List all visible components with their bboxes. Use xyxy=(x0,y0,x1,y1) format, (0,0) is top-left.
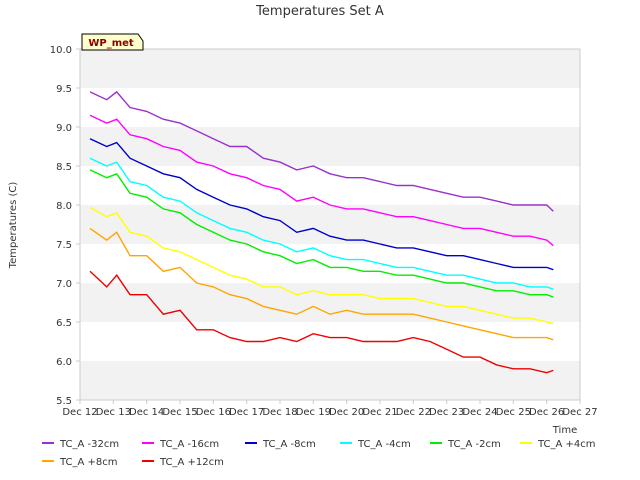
grid-band xyxy=(80,166,580,205)
x-tick-label: Dec 20 xyxy=(329,407,364,418)
x-tick-label: Dec 13 xyxy=(96,407,131,418)
legend-label: TC_A +8cm xyxy=(59,457,118,468)
series-line xyxy=(89,114,554,247)
x-tick-label: Dec 17 xyxy=(229,407,264,418)
y-tick-label: 6.5 xyxy=(56,318,72,329)
y-tick-label: 9.0 xyxy=(56,123,72,134)
badge-label: WP_met xyxy=(88,38,134,49)
x-tick-label: Dec 23 xyxy=(429,407,464,418)
x-axis-label: Time xyxy=(552,425,577,436)
y-tick-label: 10.0 xyxy=(50,45,72,56)
x-tick-label: Dec 16 xyxy=(196,407,231,418)
series-line xyxy=(89,169,554,298)
y-axis-label: Temperatures (C) xyxy=(8,182,19,270)
y-tick-label: 5.5 xyxy=(56,396,72,407)
legend-label: TC_A -32cm xyxy=(59,439,119,450)
wp-met-badge: WP_met xyxy=(81,33,144,51)
plot-background-bands xyxy=(80,49,580,400)
grid-band xyxy=(80,49,580,88)
grid-band xyxy=(80,88,580,127)
y-tick-label: 9.5 xyxy=(56,84,72,95)
chart-title: Temperatures Set A xyxy=(255,4,384,19)
y-tick-label: 7.5 xyxy=(56,240,72,251)
y-tick-label: 8.0 xyxy=(56,201,72,212)
x-tick-label: Dec 19 xyxy=(296,407,331,418)
grid-band xyxy=(80,205,580,244)
legend-label: TC_A -2cm xyxy=(447,439,501,450)
y-tick-label: 8.5 xyxy=(56,162,72,173)
legend-label: TC_A +12cm xyxy=(159,457,224,468)
series-line xyxy=(89,206,554,325)
x-tick-label: Dec 26 xyxy=(529,407,564,418)
series-lines xyxy=(89,90,554,374)
x-tick-label: Dec 12 xyxy=(62,407,97,418)
series-line xyxy=(89,157,554,290)
x-tick-label: Dec 21 xyxy=(362,407,397,418)
grid-band xyxy=(80,283,580,322)
legend-label: TC_A +4cm xyxy=(537,439,596,450)
legend-label: TC_A -16cm xyxy=(159,439,219,450)
x-tick-label: Dec 27 xyxy=(562,407,597,418)
badge-box xyxy=(81,33,144,51)
series-line xyxy=(89,270,554,374)
x-tick-label: Dec 14 xyxy=(129,407,164,418)
y-axis-ticks: 5.5 6.0 6.5 7.0 7.5 8.0 8.5 9.0 9.5 10.0 xyxy=(50,45,80,407)
x-tick-label: Dec 25 xyxy=(496,407,531,418)
plot-frame xyxy=(79,48,581,401)
grid-band xyxy=(80,127,580,166)
x-tick-label: Dec 18 xyxy=(262,407,297,418)
series-line xyxy=(89,138,554,271)
legend-label: TC_A -4cm xyxy=(357,439,411,450)
legend: TC_A -32cm TC_A -16cm TC_A -8cm TC_A -4cm TC… xyxy=(42,439,596,468)
series-line xyxy=(89,227,554,341)
x-tick-label: Dec 24 xyxy=(462,407,497,418)
grid-band xyxy=(80,361,580,400)
y-tick-label: 7.0 xyxy=(56,279,72,290)
x-tick-label: Dec 15 xyxy=(162,407,197,418)
legend-label: TC_A -8cm xyxy=(262,439,316,450)
y-tick-label: 6.0 xyxy=(56,357,72,368)
x-tick-label: Dec 22 xyxy=(396,407,431,418)
series-line xyxy=(89,90,554,212)
grid-band xyxy=(80,322,580,361)
